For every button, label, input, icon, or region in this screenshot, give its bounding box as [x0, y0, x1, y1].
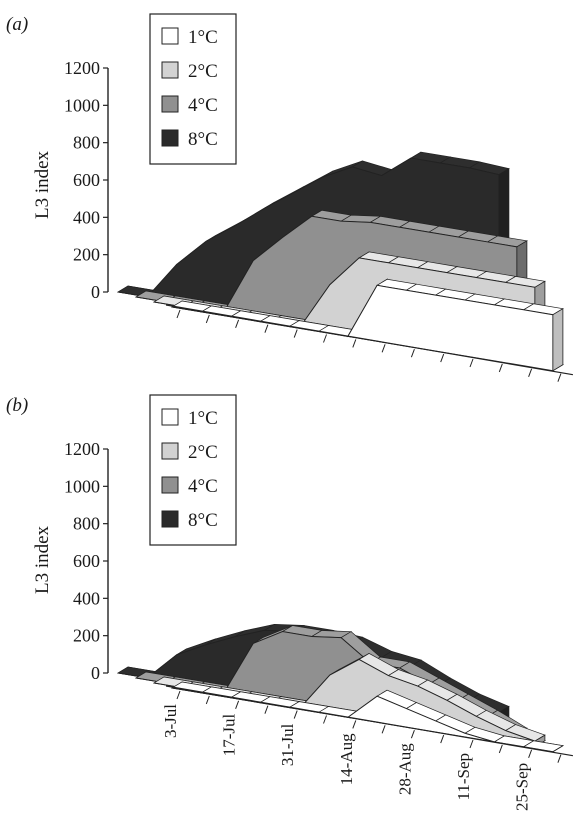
x-tick: [440, 734, 445, 744]
panel-label-b: (b): [6, 395, 28, 416]
x-tick: [528, 749, 533, 758]
x-tick: [440, 353, 445, 363]
x-tick: [410, 730, 415, 739]
series-1: [170, 278, 565, 372]
legend-swatch: [161, 95, 179, 113]
panel-b: (b) L3 index 0 200 400 600 800 1000 1200 3-Jul 1…: [6, 394, 574, 811]
x-tick: [264, 324, 269, 333]
legend-label: 2°C: [188, 442, 218, 463]
x-tick: [293, 329, 298, 338]
x-tick-label: 14-Aug: [337, 733, 356, 785]
x-tick: [381, 344, 386, 353]
y-tick-label: 1000: [64, 476, 100, 496]
legend-label: 4°C: [188, 95, 218, 116]
x-tick-label: 25-Sep: [513, 763, 532, 811]
x-tick: [176, 309, 181, 319]
x-tick: [557, 373, 562, 382]
y-tick-label: 200: [73, 245, 100, 265]
x-tick: [293, 710, 298, 719]
y-tick-label: 0: [91, 663, 100, 683]
y-tick-label: 800: [73, 514, 100, 534]
x-tick: [352, 720, 357, 729]
legend-swatch: [161, 129, 179, 147]
x-tick: [235, 319, 240, 328]
y-tick-label: 200: [73, 626, 100, 646]
legend-a: 1°C 2°C 4°C 8°C: [149, 13, 237, 165]
y-tick-label: 800: [73, 133, 100, 153]
legend-b: 1°C 2°C 4°C 8°C: [149, 394, 237, 546]
x-tick: [205, 695, 210, 705]
y-tick-label: 0: [91, 282, 100, 302]
x-tick: [469, 739, 474, 749]
x-tick: [176, 690, 181, 700]
legend-label: 8°C: [188, 510, 218, 531]
x-tick: [528, 368, 533, 377]
x-tick: [323, 715, 327, 724]
panel-a: (a) L3 index 0 200 400 600 800 1000 1200 1°C 2°…: [6, 13, 574, 382]
y-tick-label: 400: [73, 207, 100, 227]
y-tick-label: 600: [73, 551, 100, 571]
y-axis-label-b: L3 index: [32, 525, 53, 594]
x-tick: [498, 363, 503, 373]
x-axis-line: [165, 685, 574, 757]
panel-label-a: (a): [6, 14, 28, 35]
x-tick: [323, 334, 327, 343]
legend-label: 1°C: [188, 27, 218, 48]
plot-area-a: 0 200 400 600 800 1000 1200: [64, 58, 574, 382]
y-axis-label-a: L3 index: [32, 150, 53, 219]
y-tick-label: 1200: [64, 439, 100, 459]
series-end-cap: [552, 307, 564, 372]
x-tick: [205, 314, 210, 324]
x-tick: [498, 744, 503, 754]
legend-swatch: [161, 476, 179, 494]
legend-label: 2°C: [188, 61, 218, 82]
x-tick-label: 11-Sep: [454, 753, 473, 801]
x-tick-label: 3-Jul: [161, 704, 180, 738]
x-tick: [410, 349, 415, 358]
x-tick: [235, 700, 240, 709]
y-tick-label: 1000: [64, 95, 100, 115]
x-axis-line: [165, 304, 574, 376]
x-tick-label: 31-Jul: [278, 723, 297, 766]
plot-area-b: 0 200 400 600 800 1000 1200 3-Jul 17-Jul 31-Jul 14…: [64, 439, 574, 811]
legend-swatch: [161, 61, 179, 79]
x-tick-label: 28-Aug: [395, 743, 414, 795]
series-end-cap: [552, 745, 564, 753]
y-tick-label: 400: [73, 588, 100, 608]
legend-swatch: [161, 27, 179, 45]
x-tick: [381, 725, 386, 734]
y-tick-label: 600: [73, 170, 100, 190]
legend-swatch: [161, 408, 179, 426]
x-tick: [264, 705, 269, 714]
y-tick-label: 1200: [64, 58, 100, 78]
legend-label: 1°C: [188, 408, 218, 429]
legend-swatch: [161, 510, 179, 528]
x-tick: [352, 339, 357, 348]
legend-swatch: [161, 442, 179, 460]
x-tick-label: 17-Jul: [220, 714, 239, 757]
x-tick: [557, 754, 562, 763]
legend-label: 4°C: [188, 476, 218, 497]
legend-label: 8°C: [188, 129, 218, 150]
x-tick: [469, 358, 474, 368]
